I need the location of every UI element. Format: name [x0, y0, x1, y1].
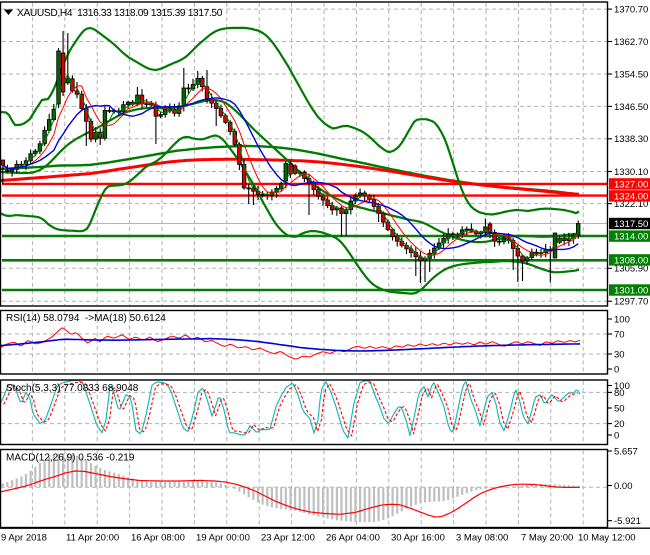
svg-text:19 Apr 00:00: 19 Apr 00:00 — [196, 533, 250, 544]
svg-text:23 Apr 12:00: 23 Apr 12:00 — [261, 533, 315, 544]
svg-text:50: 50 — [614, 403, 625, 414]
svg-text:30: 30 — [614, 349, 625, 360]
svg-text:1308.00: 1308.00 — [614, 255, 648, 266]
svg-text:5.657: 5.657 — [614, 446, 638, 457]
svg-text:7 May 20:00: 7 May 20:00 — [521, 533, 573, 544]
svg-text:11 Apr 20:00: 11 Apr 20:00 — [66, 533, 119, 544]
svg-text:1322.10: 1322.10 — [614, 199, 648, 210]
svg-text:1305.90: 1305.90 — [614, 264, 648, 275]
svg-text:1338.30: 1338.30 — [614, 134, 648, 145]
svg-text:1354.50: 1354.50 — [614, 69, 648, 80]
svg-text:9 Apr 2018: 9 Apr 2018 — [1, 533, 47, 544]
svg-text:RSI(14) 58.0794 ->MA(18) 50.6: RSI(14) 58.0794 ->MA(18) 50.6124 — [6, 313, 166, 324]
svg-text:16 Apr 08:00: 16 Apr 08:00 — [131, 533, 185, 544]
svg-text:70: 70 — [614, 329, 625, 340]
svg-text:Stoch(5,3,3) 77.0833 68.9048: Stoch(5,3,3) 77.0833 68.9048 — [6, 383, 139, 394]
svg-text:0: 0 — [614, 364, 619, 375]
svg-text:0.00: 0.00 — [614, 481, 633, 492]
svg-text:1317.50: 1317.50 — [614, 219, 648, 230]
svg-text:1330.10: 1330.10 — [614, 167, 648, 178]
svg-text:3 May 08:00: 3 May 08:00 — [456, 533, 508, 544]
svg-text:XAUUSD,H4 1316.33 1318.09 131: XAUUSD,H4 1316.33 1318.09 1315.39 1317.5… — [17, 8, 223, 19]
svg-text:10 May 12:00: 10 May 12:00 — [578, 533, 636, 544]
svg-text:-5.921: -5.921 — [614, 516, 641, 527]
svg-text:1362.70: 1362.70 — [614, 37, 648, 48]
svg-text:20: 20 — [614, 419, 625, 430]
svg-text:100: 100 — [614, 381, 630, 392]
svg-text:1324.00: 1324.00 — [614, 191, 648, 202]
svg-text:1346.50: 1346.50 — [614, 102, 648, 113]
svg-text:1301.00: 1301.00 — [614, 285, 648, 296]
svg-text:1327.00: 1327.00 — [614, 179, 648, 190]
svg-text:1314.00: 1314.00 — [614, 232, 648, 243]
svg-text:0: 0 — [614, 430, 619, 441]
svg-text:80: 80 — [614, 388, 625, 399]
svg-text:30 Apr 16:00: 30 Apr 16:00 — [391, 533, 445, 544]
svg-text:1297.70: 1297.70 — [614, 297, 648, 308]
svg-text:26 Apr 04:00: 26 Apr 04:00 — [326, 533, 380, 544]
svg-text:MACD(12,26,9) 0.536 -0.219: MACD(12,26,9) 0.536 -0.219 — [6, 453, 135, 464]
svg-text:1370.70: 1370.70 — [614, 5, 648, 16]
svg-text:100: 100 — [614, 314, 630, 325]
